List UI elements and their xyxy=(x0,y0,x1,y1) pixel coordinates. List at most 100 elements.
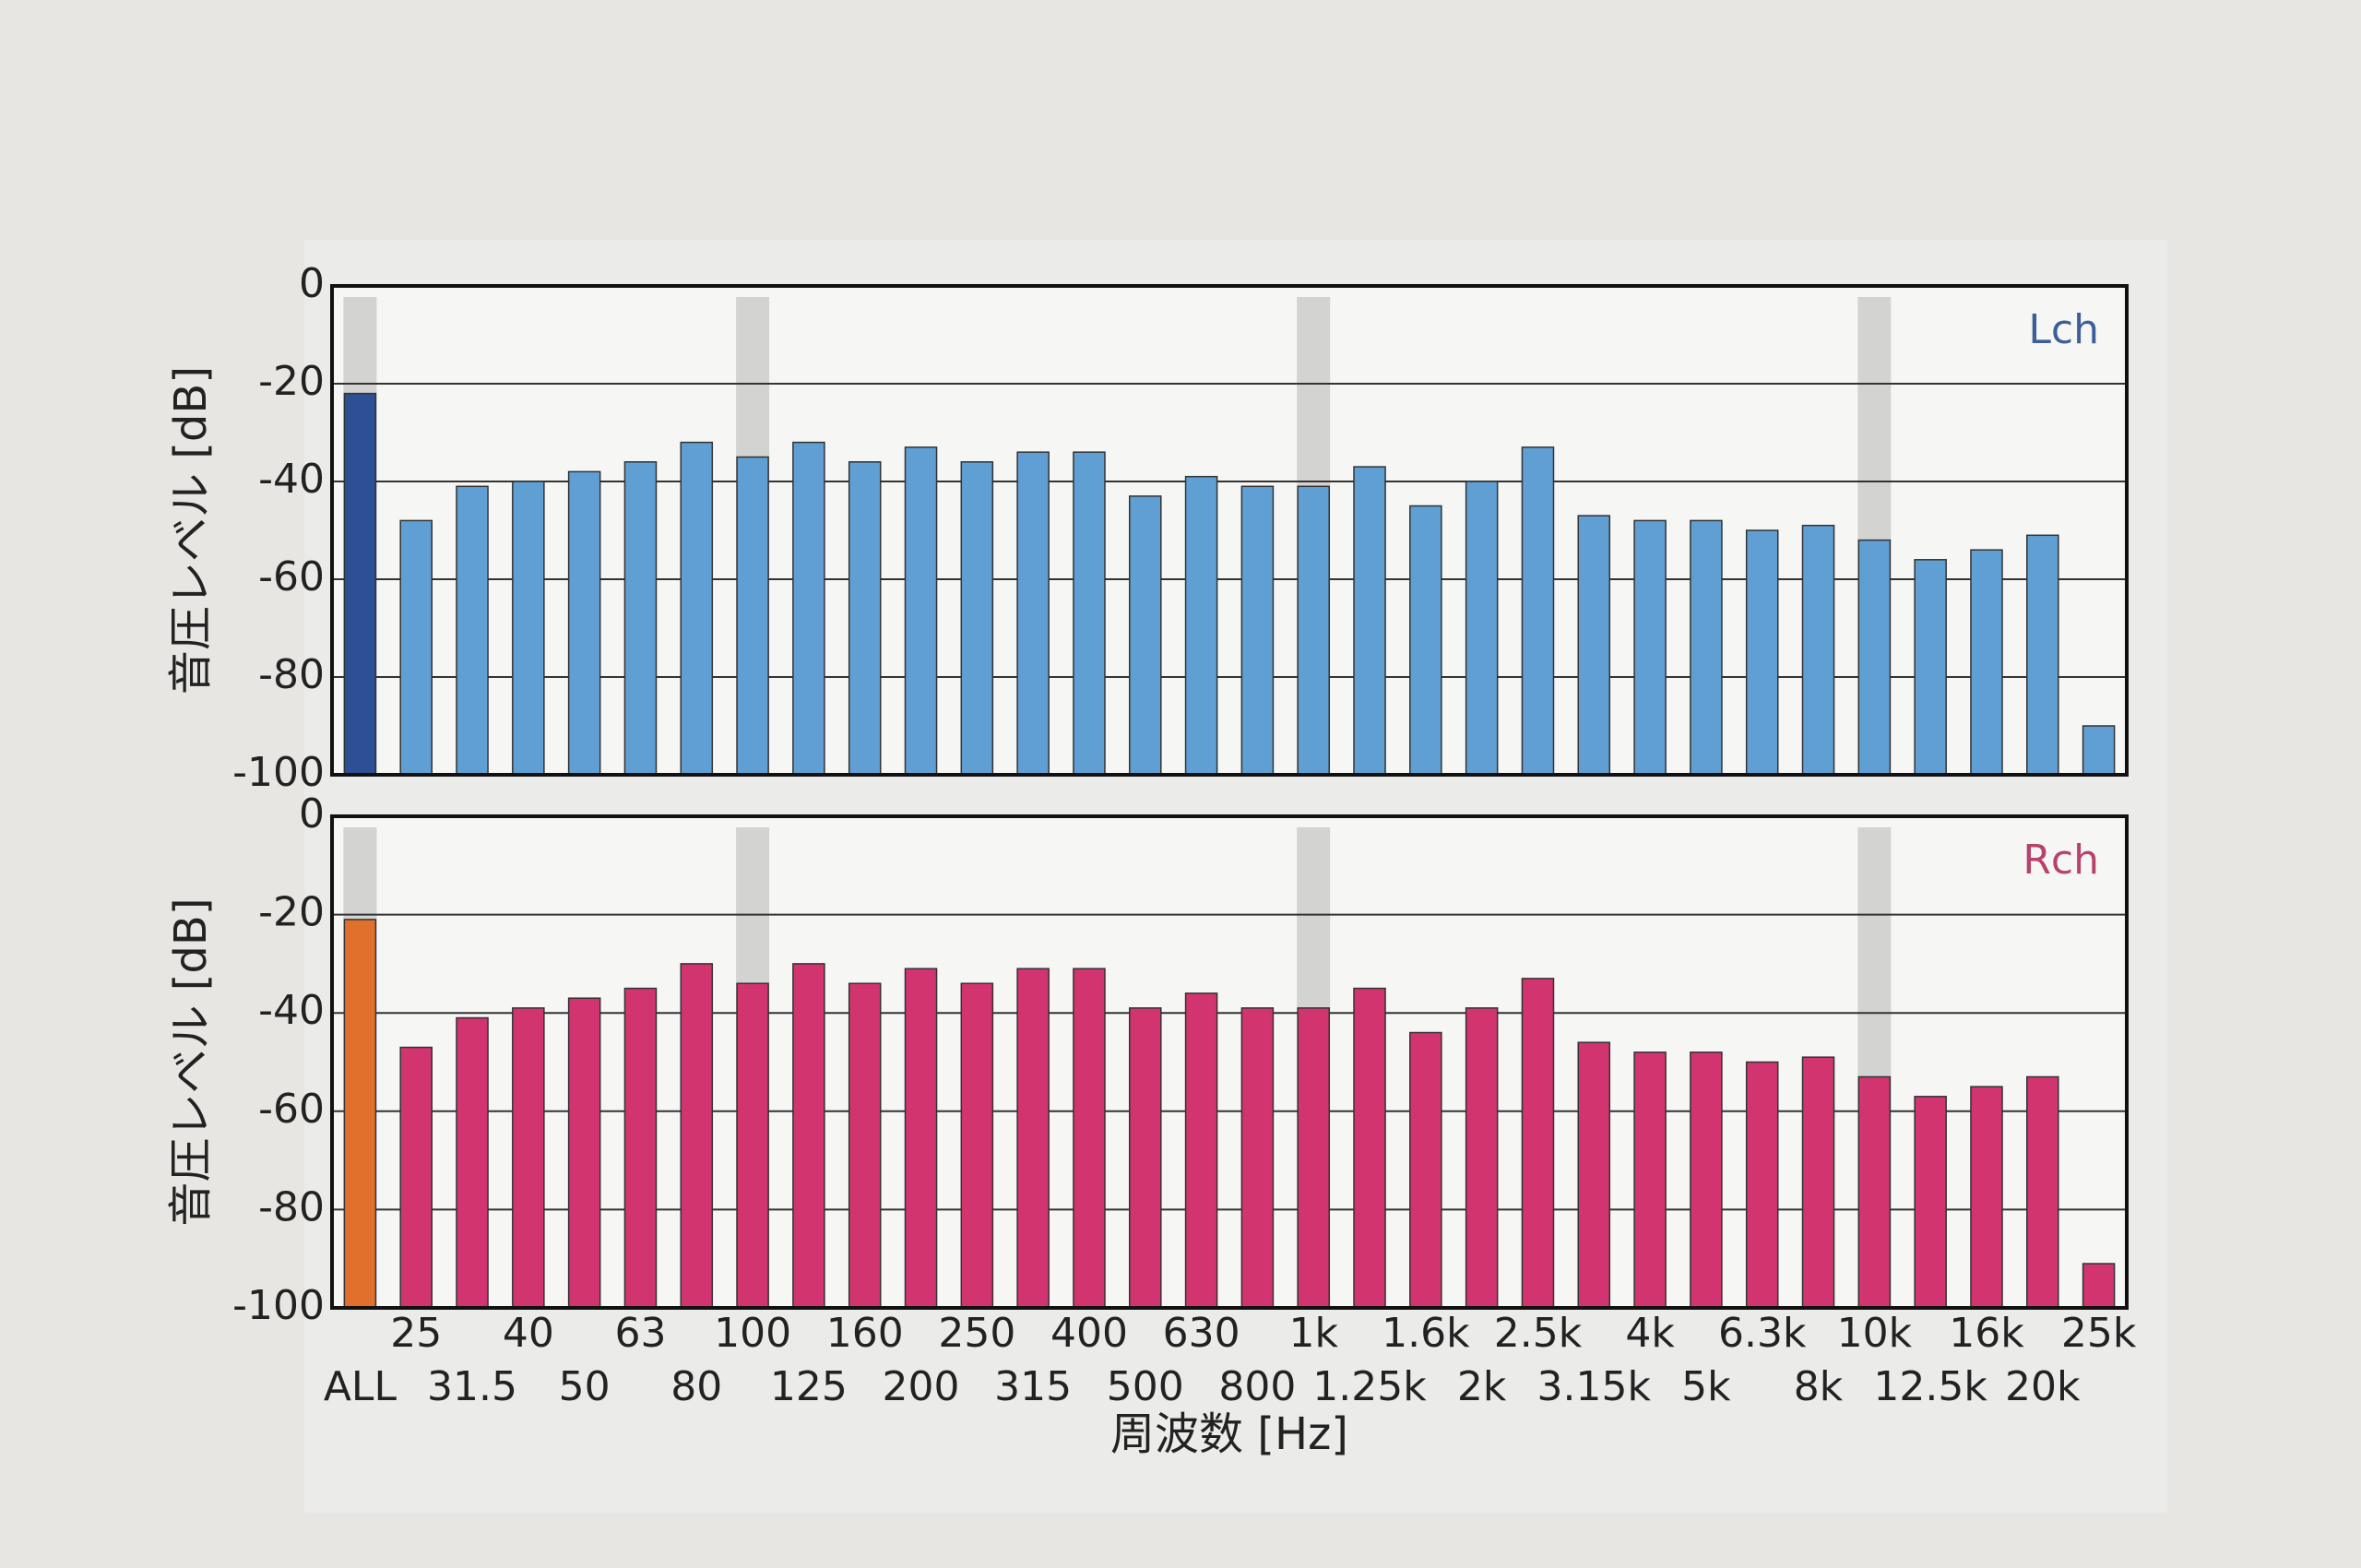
bar xyxy=(736,982,769,1309)
bar xyxy=(1016,451,1050,776)
x-axis-label: 周波数 [Hz] xyxy=(1110,1408,1348,1460)
y-tick-label: -60 xyxy=(258,1086,325,1133)
x-tick-label: 500 xyxy=(1107,1363,1184,1410)
x-tick-label: 1.25k xyxy=(1312,1363,1427,1410)
bar xyxy=(456,485,489,776)
x-tick-label: 200 xyxy=(883,1363,960,1410)
x-tick-label: 25k xyxy=(2061,1310,2137,1357)
x-tick-label: 2k xyxy=(1457,1363,1507,1410)
y-tick-label: -20 xyxy=(258,358,325,405)
bar xyxy=(1914,559,1947,776)
x-tick-label: 4k xyxy=(1625,1310,1675,1357)
x-tick-label: 2.5k xyxy=(1494,1310,1583,1357)
bar xyxy=(1073,968,1106,1309)
x-tick-label: 315 xyxy=(994,1363,1072,1410)
bar xyxy=(792,963,825,1309)
y-tick-label: -100 xyxy=(232,1282,325,1329)
x-tick-label: 50 xyxy=(559,1363,611,1410)
x-tick-label: 16k xyxy=(1949,1310,2024,1357)
bar xyxy=(512,1007,545,1309)
plot-area xyxy=(332,286,2127,775)
bar xyxy=(904,968,938,1309)
bar xyxy=(567,470,601,776)
bar xyxy=(848,982,882,1309)
x-tick-label: ALL xyxy=(324,1363,397,1410)
bar xyxy=(343,392,377,776)
bar xyxy=(1970,1086,2003,1309)
bar xyxy=(1521,446,1555,776)
x-tick-label: 250 xyxy=(938,1310,1015,1357)
bar xyxy=(848,461,882,776)
y-tick-label: -100 xyxy=(232,749,325,796)
y-tick-label: 0 xyxy=(299,260,325,307)
x-tick-label: 6.3k xyxy=(1718,1310,1807,1357)
x-tick-label: 12.5k xyxy=(1873,1363,1987,1410)
plot-area xyxy=(332,816,2127,1308)
bar xyxy=(623,461,658,776)
y-axis-label: 音圧レベル [dB] xyxy=(165,366,217,695)
bar xyxy=(1297,1007,1330,1309)
y-tick-label: -60 xyxy=(258,553,325,600)
y-tick-label: -80 xyxy=(258,651,325,698)
bar xyxy=(1465,481,1499,776)
channel-label: Lch xyxy=(2028,306,2099,353)
bar xyxy=(1240,485,1275,776)
bar xyxy=(1521,978,1555,1309)
x-tick-label: 1.6k xyxy=(1382,1310,1470,1357)
bar xyxy=(1690,519,1723,776)
bar xyxy=(792,441,825,776)
bar xyxy=(623,987,658,1309)
x-tick-label: 20k xyxy=(2005,1363,2081,1410)
bar xyxy=(1857,1075,1892,1309)
bar xyxy=(1409,1031,1442,1309)
bar xyxy=(2026,1075,2059,1309)
bar xyxy=(512,481,545,776)
bar xyxy=(1073,451,1106,776)
bar xyxy=(1353,466,1386,776)
bar xyxy=(2082,725,2116,776)
bar xyxy=(736,456,769,776)
x-tick-label: 63 xyxy=(614,1310,666,1357)
plot-frame xyxy=(330,284,2129,777)
bar xyxy=(1297,485,1330,776)
bar xyxy=(904,446,938,776)
bar xyxy=(680,441,714,776)
bar xyxy=(2026,534,2059,776)
bar xyxy=(1240,1007,1275,1309)
x-tick-label: 80 xyxy=(670,1363,722,1410)
channel-label: Rch xyxy=(2023,837,2099,884)
bar xyxy=(1409,505,1442,776)
y-tick-label: 0 xyxy=(299,790,325,837)
bar xyxy=(399,1046,433,1309)
bar xyxy=(1129,1007,1162,1309)
x-tick-label: 100 xyxy=(714,1310,791,1357)
bar xyxy=(1690,1051,1723,1309)
x-tick-label: 8k xyxy=(1794,1363,1844,1410)
bar xyxy=(1129,495,1162,776)
bar xyxy=(1577,515,1611,776)
x-tick-label: 1k xyxy=(1288,1310,1338,1357)
bar xyxy=(960,461,994,776)
x-tick-label: 800 xyxy=(1218,1363,1296,1410)
bar xyxy=(567,997,601,1309)
y-tick-label: -80 xyxy=(258,1183,325,1230)
bar xyxy=(680,963,714,1309)
y-tick-label: -20 xyxy=(258,889,325,936)
x-tick-label: 10k xyxy=(1837,1310,1913,1357)
bar xyxy=(1633,519,1667,776)
bar xyxy=(1970,549,2003,776)
bar xyxy=(1745,529,1779,776)
bar xyxy=(1577,1041,1611,1309)
bar xyxy=(1465,1007,1499,1309)
bar xyxy=(960,982,994,1309)
x-tick-label: 125 xyxy=(770,1363,848,1410)
bar xyxy=(1801,1056,1835,1309)
bar xyxy=(1184,992,1218,1309)
bar xyxy=(343,919,377,1309)
x-tick-label: 3.15k xyxy=(1537,1363,1652,1410)
plot-frame xyxy=(330,814,2129,1310)
x-tick-label: 160 xyxy=(826,1310,904,1357)
x-tick-label: 31.5 xyxy=(427,1363,517,1410)
bar xyxy=(1801,524,1835,776)
